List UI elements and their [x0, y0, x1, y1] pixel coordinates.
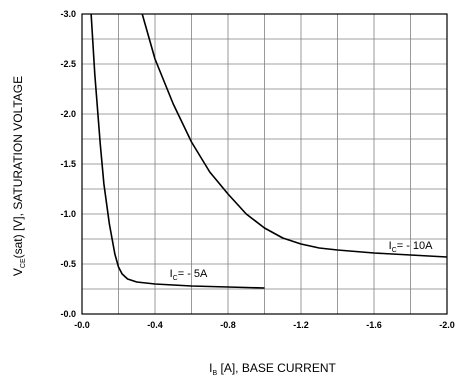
x-tick-label: -0.4	[147, 320, 163, 330]
series-label-2: IC= - 10A	[389, 240, 434, 254]
plot-frame	[81, 13, 448, 315]
x-tick-label: -0.8	[220, 320, 236, 330]
y-tick-label: -1.5	[60, 159, 76, 169]
y-tick-label: -1.0	[60, 209, 76, 219]
label-layer: IC= - 5A IC= - 10A IB [A], BASE CURRENT VCE…	[11, 76, 433, 377]
y-tick-label: -0.0	[60, 309, 76, 319]
series-label-1: IC= - 5A	[170, 268, 208, 282]
x-tick-label: -0.0	[74, 320, 90, 330]
grid-layer	[81, 13, 448, 315]
y-tick-label: -0.5	[60, 259, 76, 269]
curve-layer	[90, 13, 448, 289]
y-tick-label: -3.0	[60, 9, 76, 19]
x-tick-label: -2.0	[439, 320, 455, 330]
series-line-2	[141, 13, 448, 258]
tick-layer: -0.0 -0.4 -0.8 -1.2 -1.6 -2.0 -0.0 -0.5 -1.0 -1.5…	[60, 9, 454, 330]
series-line-1	[90, 13, 265, 289]
x-tick-label: -1.2	[293, 320, 309, 330]
x-tick-label: -1.6	[366, 320, 382, 330]
y-tick-label: -2.5	[60, 59, 76, 69]
y-axis-title: VCE(sat) [V], SATURATION VOLTAGE	[11, 76, 27, 276]
y-tick-label: -2.0	[60, 109, 76, 119]
x-axis-title: IB [A], BASE CURRENT	[209, 361, 336, 377]
